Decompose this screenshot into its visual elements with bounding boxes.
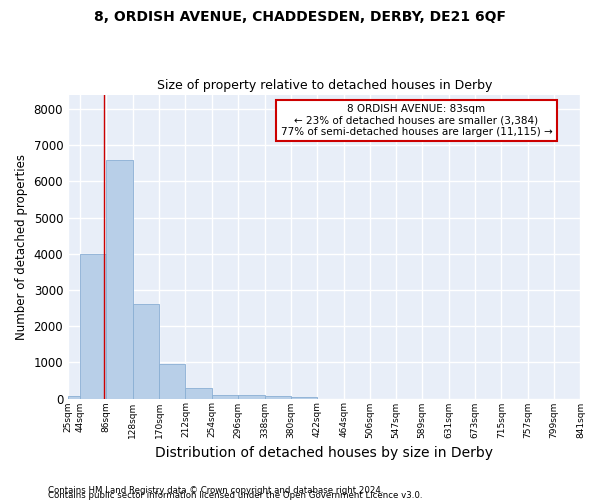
Text: 8, ORDISH AVENUE, CHADDESDEN, DERBY, DE21 6QF: 8, ORDISH AVENUE, CHADDESDEN, DERBY, DE2… [94, 10, 506, 24]
Bar [265, 396, 291, 398]
Text: Contains public sector information licensed under the Open Government Licence v3: Contains public sector information licen… [48, 491, 422, 500]
Y-axis label: Number of detached properties: Number of detached properties [15, 154, 28, 340]
Bar [212, 394, 238, 398]
Text: Contains HM Land Registry data © Crown copyright and database right 2024.: Contains HM Land Registry data © Crown c… [48, 486, 383, 495]
Bar [291, 396, 317, 398]
Bar [159, 364, 185, 398]
Title: Size of property relative to detached houses in Derby: Size of property relative to detached ho… [157, 79, 492, 92]
Bar [133, 304, 159, 398]
Bar [185, 388, 212, 398]
X-axis label: Distribution of detached houses by size in Derby: Distribution of detached houses by size … [155, 446, 493, 460]
Text: 8 ORDISH AVENUE: 83sqm
← 23% of detached houses are smaller (3,384)
77% of semi-: 8 ORDISH AVENUE: 83sqm ← 23% of detached… [281, 104, 553, 137]
Bar [238, 396, 265, 398]
Bar [80, 254, 106, 398]
Bar [106, 160, 133, 398]
Bar [68, 396, 80, 398]
